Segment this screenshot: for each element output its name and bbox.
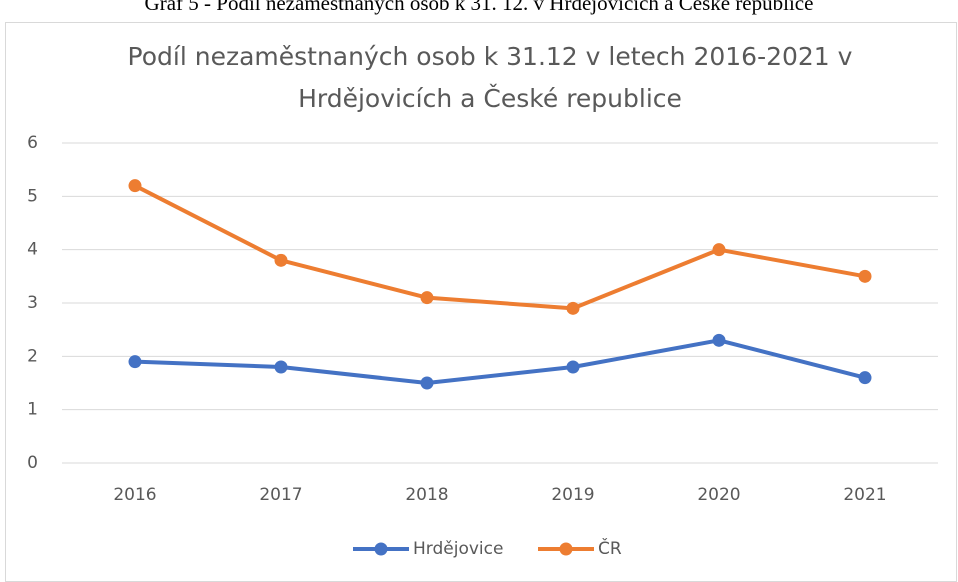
x-tick-label: 2021 [843, 485, 886, 505]
point [420, 376, 434, 390]
x-tick-label: 2016 [113, 485, 156, 505]
point [712, 333, 726, 347]
x-tick-label: 2017 [259, 485, 302, 505]
point [566, 360, 580, 374]
legend-marker [374, 542, 388, 556]
y-tick-label: 2 [27, 346, 38, 366]
point [274, 360, 288, 374]
legend-label: ČR [598, 537, 622, 559]
point [858, 371, 872, 385]
x-tick-label: 2019 [551, 485, 594, 505]
point [420, 291, 434, 305]
point [566, 301, 580, 315]
y-tick-label: 4 [27, 240, 38, 260]
series-line [134, 338, 866, 385]
point [128, 355, 142, 369]
series-line [134, 183, 866, 311]
y-tick-label: 1 [27, 400, 38, 420]
legend-label: Hrdějovice [413, 539, 503, 559]
point [274, 253, 288, 267]
caption: Graf 5 - Podíl nezaměstnaných osob k 31.… [144, 0, 814, 15]
legend-marker [559, 542, 573, 556]
x-tick-label: 2018 [405, 485, 448, 505]
y-tick-label: 0 [27, 453, 38, 473]
y-tick-label: 6 [27, 133, 38, 153]
y-tick-label: 5 [27, 186, 38, 206]
point [858, 269, 872, 283]
chart-title: Podíl nezaměstnaných osob k 31.12 v lete… [127, 42, 853, 113]
y-tick-label: 3 [27, 293, 38, 313]
point [712, 243, 726, 257]
x-tick-label: 2020 [697, 485, 740, 505]
point [128, 179, 142, 193]
